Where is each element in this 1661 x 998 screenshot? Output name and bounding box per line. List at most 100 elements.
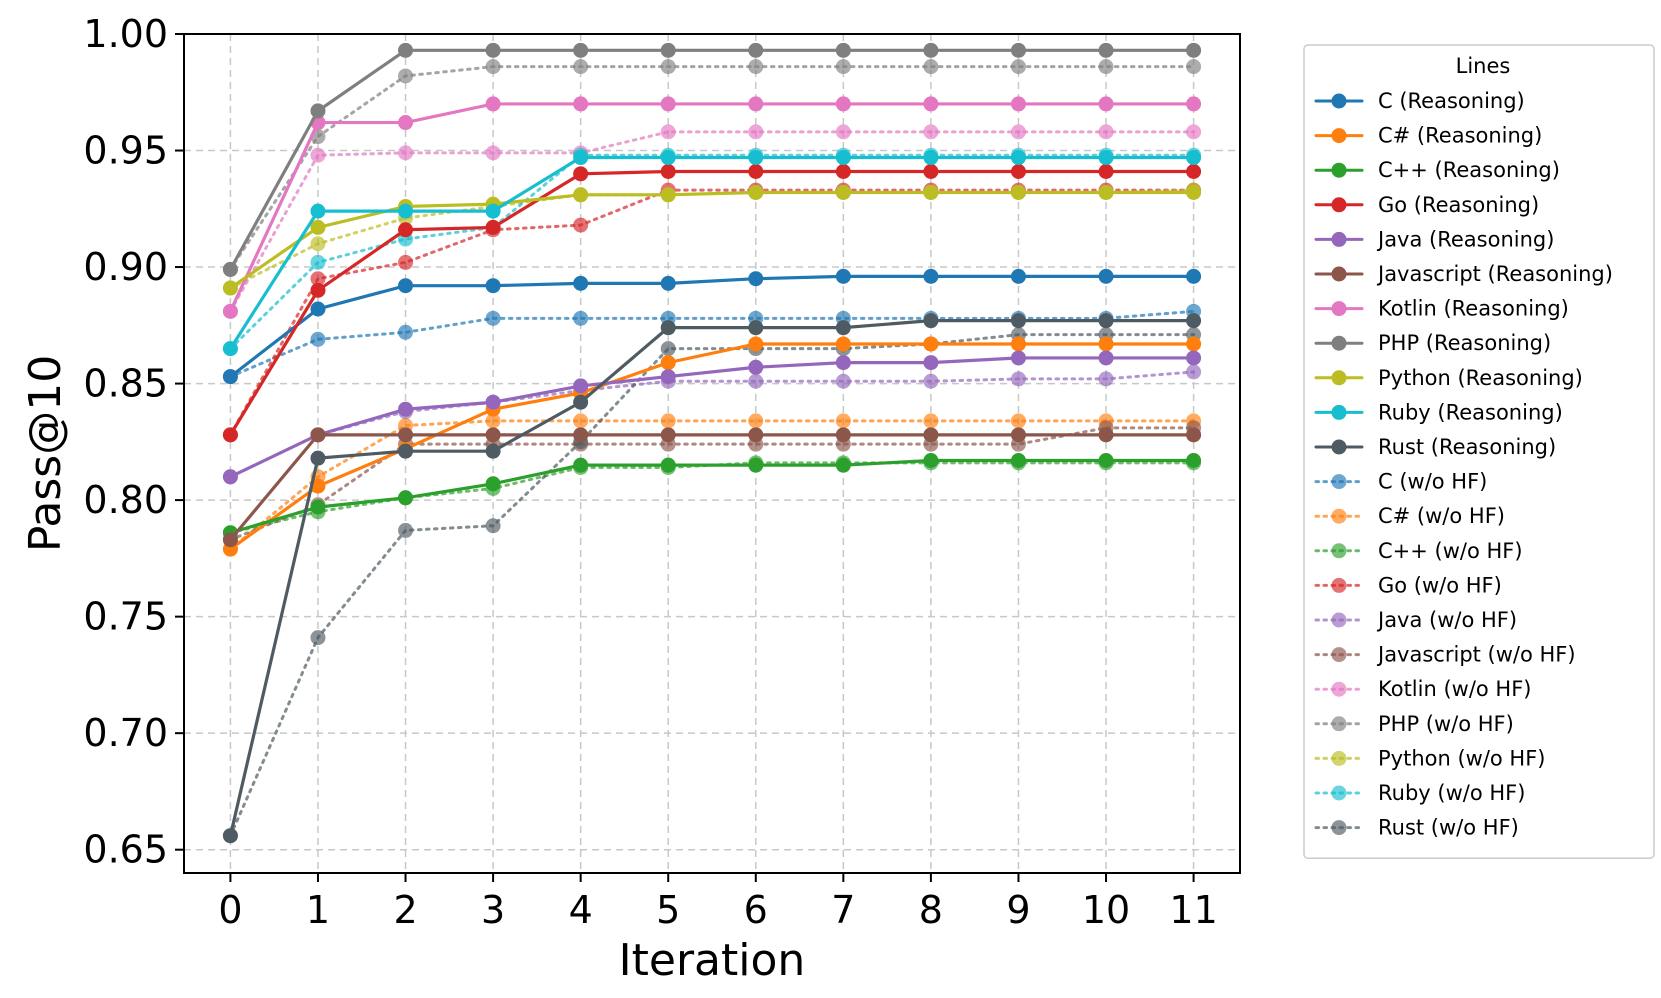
data-point: [835, 124, 851, 140]
series-line: [228, 309, 1196, 379]
series-line: [228, 419, 1196, 551]
data-point: [923, 373, 939, 389]
data-point: [398, 254, 414, 270]
legend-swatch-marker: [1331, 128, 1347, 144]
data-point: [660, 124, 676, 140]
x-tick-label: 10: [1082, 888, 1130, 932]
legend-label: Java (Reasoning): [1376, 227, 1554, 251]
y-tick-label: 0.75: [83, 595, 168, 639]
x-tick-label: 7: [831, 888, 855, 932]
legend-swatch-marker: [1331, 508, 1347, 524]
legend-swatch-marker: [1331, 335, 1347, 351]
data-point: [310, 254, 326, 270]
data-point: [923, 355, 939, 371]
legend-title: Lines: [1456, 54, 1511, 78]
data-point: [660, 355, 676, 371]
data-point: [222, 261, 238, 277]
data-point: [310, 478, 326, 494]
data-point: [923, 164, 939, 180]
data-point: [748, 320, 764, 336]
data-point: [573, 427, 589, 443]
series-ruby-reasoning: [222, 150, 1202, 357]
data-point: [660, 275, 676, 291]
legend-item: C# (w/o HF): [1314, 504, 1505, 528]
data-point: [310, 499, 326, 515]
legend-swatch-marker: [1331, 301, 1347, 317]
data-point: [923, 268, 939, 284]
data-point: [1098, 427, 1114, 443]
data-point: [748, 457, 764, 473]
legend-label: PHP (w/o HF): [1378, 712, 1514, 736]
series-go-reasoning: [222, 164, 1202, 443]
data-point: [660, 59, 676, 75]
series-line: [228, 155, 1196, 351]
data-point: [748, 336, 764, 352]
data-point: [1186, 313, 1202, 329]
legend-swatch-marker: [1331, 474, 1347, 490]
x-tick-label: 0: [218, 888, 242, 932]
data-point: [1186, 364, 1202, 380]
legend-label: Javascript (w/o HF): [1376, 643, 1576, 667]
data-point: [573, 394, 589, 410]
data-point: [1098, 59, 1114, 75]
x-axis-label: Iteration: [619, 935, 806, 986]
data-point: [398, 443, 414, 459]
data-point: [1098, 150, 1114, 166]
data-point: [1010, 427, 1026, 443]
data-point: [1098, 124, 1114, 140]
data-point: [660, 42, 676, 58]
legend-label: Javascript (Reasoning): [1376, 262, 1613, 286]
data-point: [310, 203, 326, 219]
data-point: [835, 42, 851, 58]
data-point: [835, 150, 851, 166]
legend-swatch-marker: [1331, 820, 1347, 836]
data-point: [398, 115, 414, 131]
series-line: [228, 433, 1196, 542]
legend-item: C (Reasoning): [1314, 89, 1525, 113]
data-point: [222, 341, 238, 357]
x-tick-label: 9: [1006, 888, 1030, 932]
data-point: [1098, 164, 1114, 180]
data-point: [573, 413, 589, 429]
data-point: [310, 219, 326, 235]
series-line: [228, 188, 1196, 437]
data-point: [1186, 59, 1202, 75]
data-point: [660, 96, 676, 112]
data-point: [222, 427, 238, 443]
data-point: [573, 42, 589, 58]
legend-item: C# (Reasoning): [1314, 124, 1542, 148]
data-point: [1010, 371, 1026, 387]
data-point: [1098, 452, 1114, 468]
series-line: [228, 319, 1196, 838]
data-point: [748, 164, 764, 180]
legend-item: Kotlin (Reasoning): [1314, 297, 1569, 321]
legend-item: Javascript (Reasoning): [1314, 262, 1613, 286]
data-point: [485, 42, 501, 58]
data-point: [1010, 452, 1026, 468]
data-point: [310, 450, 326, 466]
data-point: [573, 310, 589, 326]
data-point: [923, 313, 939, 329]
data-point: [1010, 350, 1026, 366]
data-point: [485, 518, 501, 534]
data-point: [1186, 350, 1202, 366]
legend-label: Go (w/o HF): [1378, 573, 1502, 597]
data-point: [1186, 184, 1202, 200]
data-point: [222, 369, 238, 385]
legend-item: Go (Reasoning): [1314, 193, 1539, 217]
data-point: [660, 427, 676, 443]
legend-swatch-marker: [1331, 404, 1347, 420]
data-point: [923, 336, 939, 352]
data-point: [1010, 184, 1026, 200]
data-point: [485, 443, 501, 459]
data-point: [310, 103, 326, 119]
data-point: [835, 320, 851, 336]
data-point: [835, 184, 851, 200]
legend-label: Ruby (Reasoning): [1378, 400, 1563, 424]
legend-swatch-marker: [1331, 647, 1347, 663]
series-kotlin-reasoning: [222, 96, 1202, 319]
data-point: [1186, 164, 1202, 180]
legend-item: PHP (w/o HF): [1314, 712, 1514, 736]
data-point: [835, 427, 851, 443]
